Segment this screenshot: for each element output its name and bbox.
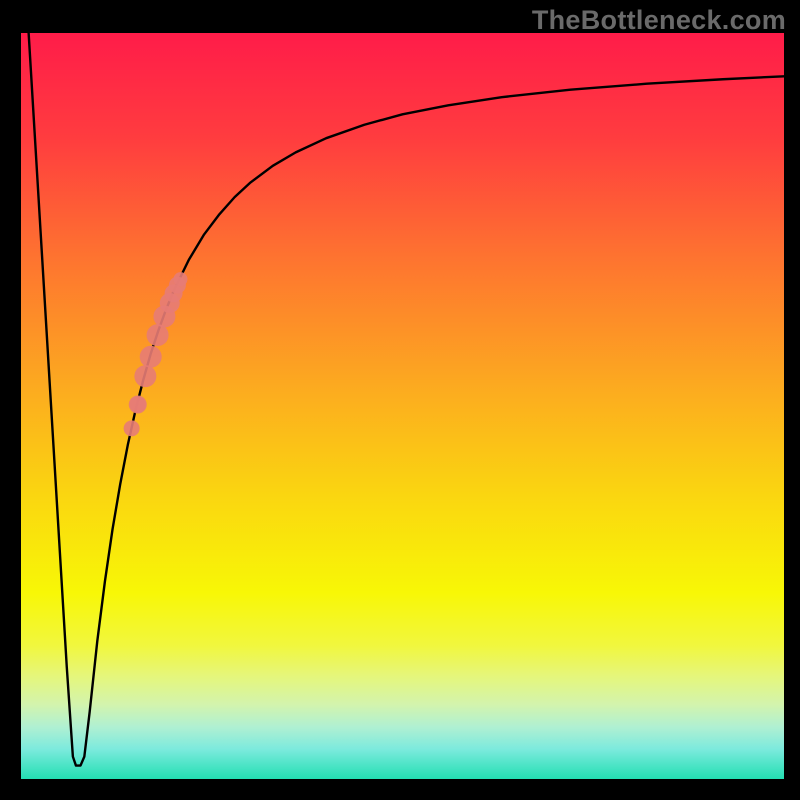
chart-stage: TheBottleneck.com — [0, 0, 800, 800]
scatter-point — [129, 396, 147, 414]
scatter-point — [124, 420, 140, 436]
watermark-text: TheBottleneck.com — [532, 5, 786, 36]
scatter-point — [140, 346, 162, 368]
scatter-point — [173, 272, 187, 286]
scatter-point — [134, 365, 156, 387]
bottleneck-curve-plot — [21, 33, 784, 779]
